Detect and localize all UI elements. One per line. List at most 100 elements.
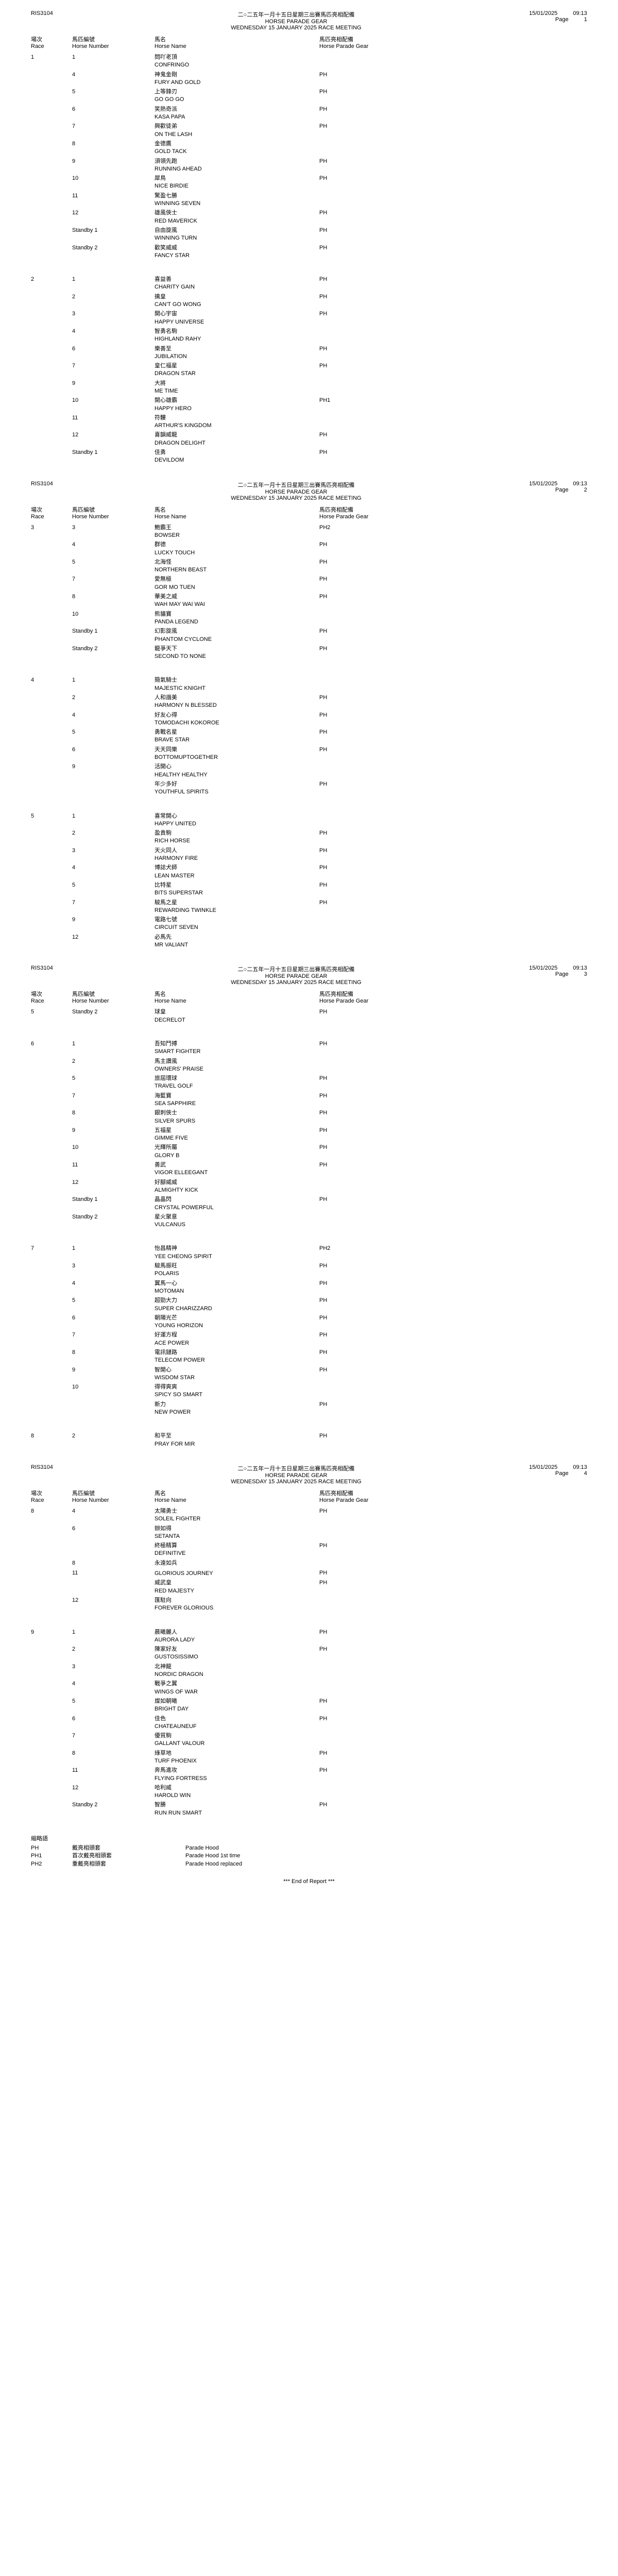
entry-row: 11符髏ARTHUR'S KINGDOM [31, 414, 587, 432]
report-id: RIS3104 [31, 481, 108, 501]
page-header: RIS3104二○二五年一月十五日星期三出賽馬匹亮相配備HORSE PARADE… [31, 10, 587, 31]
horse-name: 智勇名駒HIGHLAND RAHY [154, 328, 319, 343]
horse-number: 1 [72, 54, 154, 71]
horse-number: 2 [72, 1646, 154, 1663]
horse-name-en: HEALTHY HEALTHY [154, 771, 319, 778]
horse-number: 3 [72, 310, 154, 328]
gear-code: PH [319, 694, 422, 711]
horse-name: 優質駒GALLANT VALOUR [154, 1732, 319, 1748]
horse-name: 鮑霸王BOWSER [154, 524, 319, 539]
abbrev-code: PH1 [31, 1852, 72, 1860]
horse-name-cn: 海藍寶 [154, 1092, 319, 1099]
page-label: Page [555, 487, 569, 493]
horse-name-cn: 燦如朝曦 [154, 1698, 319, 1705]
horse-number: 11 [72, 1161, 154, 1179]
race-number [31, 106, 72, 123]
gear-code: PH [319, 1280, 422, 1297]
horse-name-cn: 永遠如兵 [154, 1560, 319, 1567]
gear-code: PH [319, 1144, 422, 1161]
horse-name: 晨曦麗人AURORA LADY [154, 1629, 319, 1644]
gear-code [319, 1383, 422, 1401]
horse-number [72, 1401, 154, 1418]
horse-name: 晶晶閃CRYSTAL POWERFUL [154, 1196, 319, 1211]
horse-name-en: NORDIC DRAGON [154, 1671, 319, 1678]
race-number [31, 227, 72, 244]
horse-number: 5 [72, 88, 154, 106]
horse-name-cn: 皇仁福星 [154, 362, 319, 369]
horse-name-cn: 超勁大力 [154, 1297, 319, 1304]
horse-name-en: BOTTOMUPTOGETHER [154, 754, 319, 761]
abbrev-cn: 首次戴亮相頭套 [72, 1852, 185, 1860]
horse-name: 新力NEW POWER [154, 1401, 319, 1416]
entry-row: 10熊貓寶PANDA LEGEND [31, 611, 587, 628]
horse-name-en: RUN RUN SMART [154, 1809, 319, 1817]
gear-code: PH [319, 1698, 422, 1715]
horse-name-en: YOUNG HORIZON [154, 1322, 319, 1329]
horse-number: 4 [72, 1280, 154, 1297]
horse-number: 8 [72, 1560, 154, 1569]
horse-number: 12 [72, 1179, 154, 1196]
gear-code: PH2 [319, 524, 422, 541]
horse-name: 球皇DECRELOT [154, 1008, 319, 1024]
entry-row: 3天火同人HARMONY FIREPH [31, 847, 587, 865]
race-number [31, 1680, 72, 1698]
header-gear: 馬匹亮相配備Horse Parade Gear [319, 1489, 422, 1503]
entry-row: Standby 2智勝RUN RUN SMARTPH [31, 1801, 587, 1819]
horse-name-en: HARMONY FIRE [154, 855, 319, 862]
horse-name-en: RED MAJESTY [154, 1587, 319, 1595]
horse-number: 4 [72, 71, 154, 89]
horse-number: 7 [72, 1732, 154, 1750]
horse-name-en: BRAVE STAR [154, 736, 319, 743]
entry-row: 7好運方程ACE POWERPH [31, 1331, 587, 1349]
gear-code [319, 763, 422, 781]
race-number: 4 [31, 676, 72, 694]
horse-name-en: GOR MO TUEN [154, 584, 319, 591]
horse-name-cn: 金德鷹 [154, 140, 319, 147]
horse-name-cn: 天天同樂 [154, 746, 319, 753]
horse-name-cn: 樂善至 [154, 345, 319, 352]
entry-row: 5比特星BITS SUPERSTARPH [31, 882, 587, 899]
entry-row: Standby 1佳勇DEVILDOMPH [31, 449, 587, 466]
horse-name-en: WINGS OF WAR [154, 1688, 319, 1696]
horse-name: 佳色CHATEAUNEUF [154, 1715, 319, 1731]
entry-row: 4戰爭之翼WINGS OF WAR [31, 1680, 587, 1698]
horse-name-cn: 勇戰名星 [154, 728, 319, 736]
horse-name: 智勝RUN RUN SMART [154, 1801, 319, 1817]
race-number [31, 847, 72, 865]
horse-number: 9 [72, 1127, 154, 1144]
race-block: 11問吖老頂CONFRINGO4神鬼金剛FURY AND GOLDPH5上等鋒刃… [31, 54, 587, 261]
entry-row: 4群德LUCKY TOUCHPH [31, 541, 587, 558]
race-number [31, 88, 72, 106]
entry-row: 41簡氣騎士MAJESTIC KNIGHT [31, 676, 587, 694]
page-header: RIS3104二○二五年一月十五日星期三出賽馬匹亮相配備HORSE PARADE… [31, 965, 587, 986]
entry-row: 2擒皇CAN'T GO WONGPH [31, 293, 587, 311]
race-number: 9 [31, 1629, 72, 1646]
gear-code: PH [319, 449, 422, 466]
horse-name-en: DRAGON STAR [154, 370, 319, 377]
entry-row: 9五福星GIMME FIVEPH [31, 1127, 587, 1144]
gear-code [319, 1560, 422, 1569]
race-number [31, 345, 72, 363]
gear-code: PH [319, 310, 422, 328]
horse-name-cn: 雄風俠士 [154, 209, 319, 216]
header-horse-number: 馬匹編號Horse Number [72, 1489, 154, 1503]
race-block: 5Standby 2球皇DECRELOTPH [31, 1008, 587, 1026]
header-gear: 馬匹亮相配備Horse Parade Gear [319, 35, 422, 49]
entry-row: Standby 1晶晶閃CRYSTAL POWERFULPH [31, 1196, 587, 1213]
horse-name-en: CRYSTAL POWERFUL [154, 1204, 319, 1211]
horse-number: 6 [72, 345, 154, 363]
horse-number: 6 [72, 1314, 154, 1332]
horse-name: 北海怪NORTHERN BEAST [154, 558, 319, 574]
horse-name: 金德鷹GOLD TACK [154, 140, 319, 156]
header-center: 二○二五年一月十五日星期三出賽馬匹亮相配備HORSE PARADE GEARWE… [108, 1464, 484, 1485]
horse-number: 7 [72, 123, 154, 140]
title-en: HORSE PARADE GEAR [108, 19, 484, 25]
date-time-row: 15/01/202509:13 [484, 965, 587, 971]
entry-row: 11善武VIGOR ELLEEGANTPH [31, 1161, 587, 1179]
horse-number: 5 [72, 1297, 154, 1314]
race-number [31, 140, 72, 158]
race-number [31, 1349, 72, 1366]
horse-name-en: ARTHUR'S KINGDOM [154, 422, 319, 429]
gear-code: PH [319, 1008, 422, 1026]
horse-name-en: LUCKY TOUCH [154, 549, 319, 556]
